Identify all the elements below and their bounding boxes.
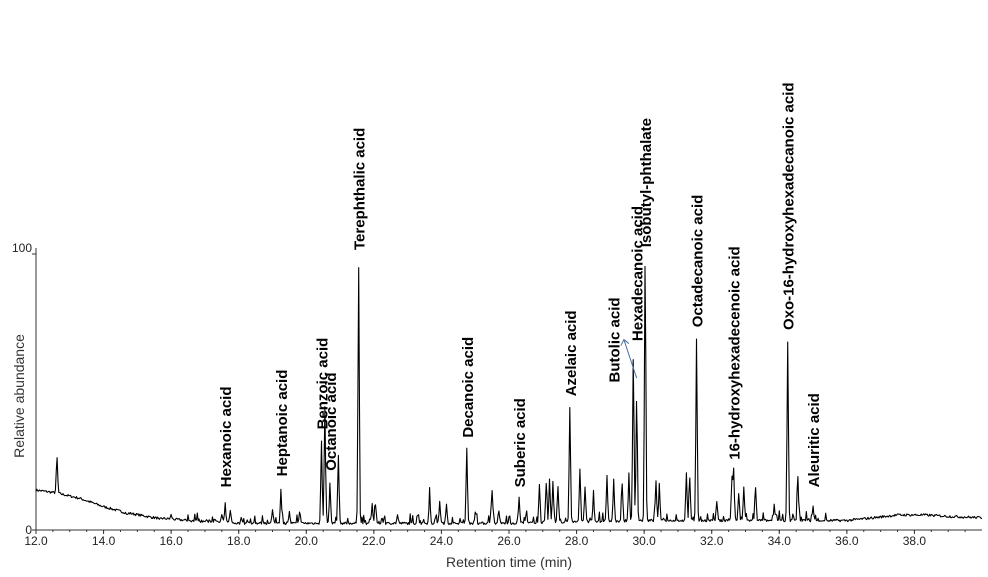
x-tick-label: 38.0 — [903, 534, 927, 548]
y-tick-label: 100 — [12, 241, 32, 255]
y-axis-title: Relative abundance — [11, 334, 27, 458]
chromatogram-trace — [35, 265, 983, 526]
x-tick-label: 26.0 — [497, 534, 521, 548]
peak-label: Octanoic acid — [323, 372, 340, 470]
x-tick-label: 22.0 — [362, 534, 386, 548]
peak-label: Heptanoic acid — [274, 370, 291, 477]
axes: 0 100 12.0 14.0 16.0 18.0 20.0 22.0 24.0 26.0 28.0… — [12, 241, 982, 548]
peak-label: Decanoic acid — [460, 337, 477, 438]
x-axis-title: Retention time (min) — [446, 554, 572, 570]
peak-label: Azelaic acid — [563, 310, 580, 396]
peak-label: Oxo-16-hydroxyhexadecanoic acid — [781, 82, 798, 330]
chromatogram-line — [35, 265, 983, 526]
x-tick-label: 12.0 — [24, 534, 48, 548]
x-tick-label: 18.0 — [227, 534, 251, 548]
x-tick-label: 32.0 — [700, 534, 724, 548]
y-tick-label: 0 — [25, 523, 32, 537]
peak-label: 16-hydroxyhexadecenoic acid — [727, 246, 744, 459]
peak-label: Aleuritic acid — [806, 393, 823, 487]
x-tick-label: 28.0 — [565, 534, 589, 548]
butolic-arrow-line — [623, 339, 638, 379]
x-tick-label: 14.0 — [92, 534, 116, 548]
peak-label: Hexadecanoic acid — [630, 206, 647, 341]
butolic-arrow-head — [620, 338, 630, 346]
peak-label: Butolic acid — [607, 297, 624, 382]
x-tick-label: 34.0 — [768, 534, 792, 548]
x-tick-label: 16.0 — [159, 534, 183, 548]
peak-label: Hexanoic acid — [218, 386, 235, 487]
x-tick-label: 20.0 — [295, 534, 319, 548]
peak-label: Suberic acid — [512, 398, 529, 487]
peak-label: Benzoic acid — [314, 338, 331, 430]
peak-label: Octadecanoic acid — [690, 195, 707, 328]
peak-label: Terephthalic acid — [352, 128, 369, 250]
x-tick-label: 24.0 — [430, 534, 454, 548]
peak-label: Isobutyl-phthalate — [638, 118, 655, 247]
x-tick-label: 30.0 — [632, 534, 656, 548]
peak-labels: Hexanoic acid Heptanoic acid Benzoic acidO… — [218, 82, 823, 487]
x-tick-label: 36.0 — [835, 534, 859, 548]
